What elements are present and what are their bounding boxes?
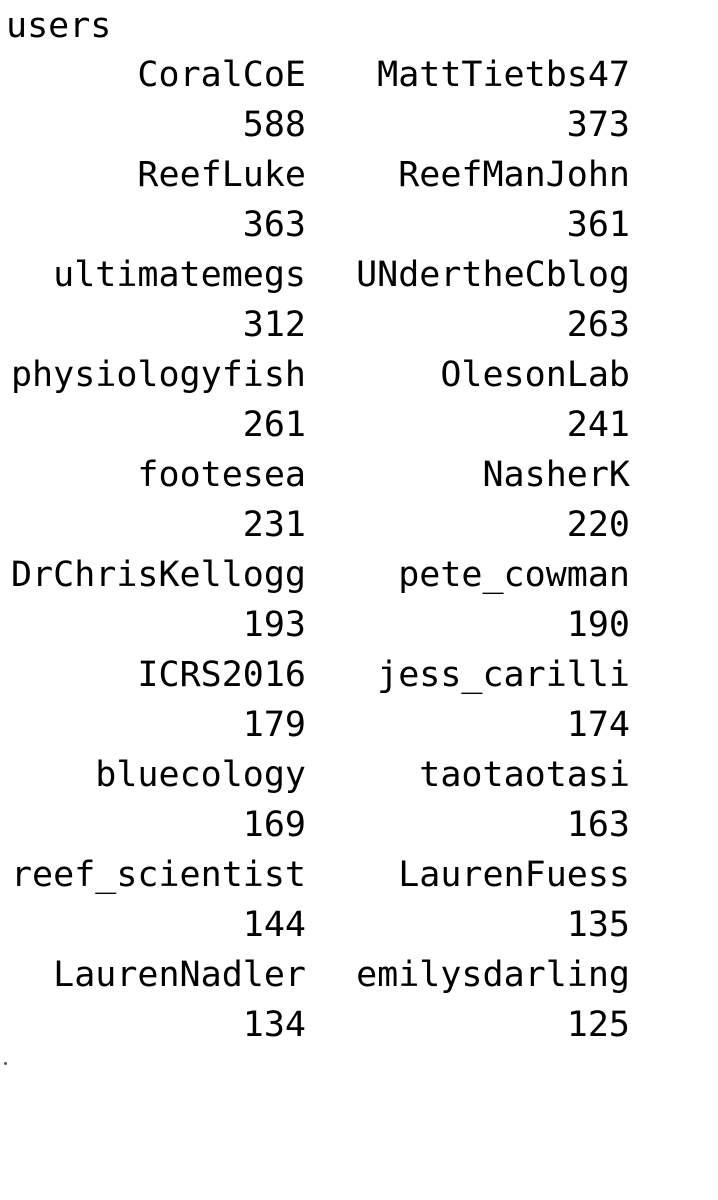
table-cell: NasherK (482, 455, 630, 495)
table-row: reef_scientist LaurenFuess (0, 850, 718, 900)
table-row: DrChrisKellogg pete_cowman (0, 550, 718, 600)
table-row: 588 373 (0, 100, 718, 150)
table-row: 134 125 (0, 1000, 718, 1050)
console-output: users CoralCoE MattTietbs47 588 373 Reef… (0, 6, 718, 1065)
table-cell: taotaotasi (419, 755, 630, 795)
table-cell: 373 (566, 105, 630, 145)
table-cell: DrChrisKellogg (10, 555, 306, 595)
table-cell: 169 (242, 805, 306, 845)
variable-name: users (6, 6, 112, 46)
table-cell: physiologyfish (10, 355, 306, 395)
table-cell: MattTietbs47 (377, 55, 630, 95)
table-cell: 312 (242, 305, 306, 345)
table-cell: 134 (242, 1005, 306, 1045)
table-cell: LaurenFuess (398, 855, 630, 895)
table-row: LaurenNadler emilysdarling (0, 950, 718, 1000)
table-cell: jess_carilli (377, 655, 630, 695)
table-cell: ReefManJohn (398, 155, 630, 195)
table-row: CoralCoE MattTietbs47 (0, 50, 718, 100)
table-cell: 190 (566, 605, 630, 645)
table-cell: 231 (242, 505, 306, 545)
cursor-mark (4, 1062, 7, 1065)
table-row: physiologyfish OlesonLab (0, 350, 718, 400)
table-cell: ultimatemegs (53, 255, 306, 295)
table-row: 144 135 (0, 900, 718, 950)
table-row: ICRS2016 jess_carilli (0, 650, 718, 700)
table-row: 312 263 (0, 300, 718, 350)
table-cell: ReefLuke (137, 155, 306, 195)
table-cell: OlesonLab (440, 355, 630, 395)
table-cell: 179 (242, 705, 306, 745)
table-cell: pete_cowman (398, 555, 630, 595)
table-output: CoralCoE MattTietbs47 588 373 ReefLuke R… (0, 50, 718, 1050)
table-cell: 363 (242, 205, 306, 245)
table-cell: 241 (566, 405, 630, 445)
table-cell: footesea (137, 455, 306, 495)
table-cell: 163 (566, 805, 630, 845)
table-cell: LaurenNadler (53, 955, 306, 995)
table-cell: 174 (566, 705, 630, 745)
table-cell: 220 (566, 505, 630, 545)
table-cell: ICRS2016 (137, 655, 306, 695)
table-row: bluecology taotaotasi (0, 750, 718, 800)
table-row: ultimatemegs UNdertheCblog (0, 250, 718, 300)
table-row: 261 241 (0, 400, 718, 450)
table-row: 169 163 (0, 800, 718, 850)
table-cell: 144 (242, 905, 306, 945)
table-row: footesea NasherK (0, 450, 718, 500)
table-row: 193 190 (0, 600, 718, 650)
table-cell: emilysdarling (356, 955, 630, 995)
table-cell: 361 (566, 205, 630, 245)
table-cell: 261 (242, 405, 306, 445)
table-row: 231 220 (0, 500, 718, 550)
table-cell: 125 (566, 1005, 630, 1045)
table-cell: bluecology (95, 755, 306, 795)
table-row: 179 174 (0, 700, 718, 750)
table-cell: 135 (566, 905, 630, 945)
table-row: 363 361 (0, 200, 718, 250)
table-cell: 193 (242, 605, 306, 645)
table-row: ReefLuke ReefManJohn (0, 150, 718, 200)
table-cell: 588 (242, 105, 306, 145)
table-cell: reef_scientist (10, 855, 306, 895)
table-cell: CoralCoE (137, 55, 306, 95)
table-cell: 263 (566, 305, 630, 345)
table-cell: UNdertheCblog (356, 255, 630, 295)
